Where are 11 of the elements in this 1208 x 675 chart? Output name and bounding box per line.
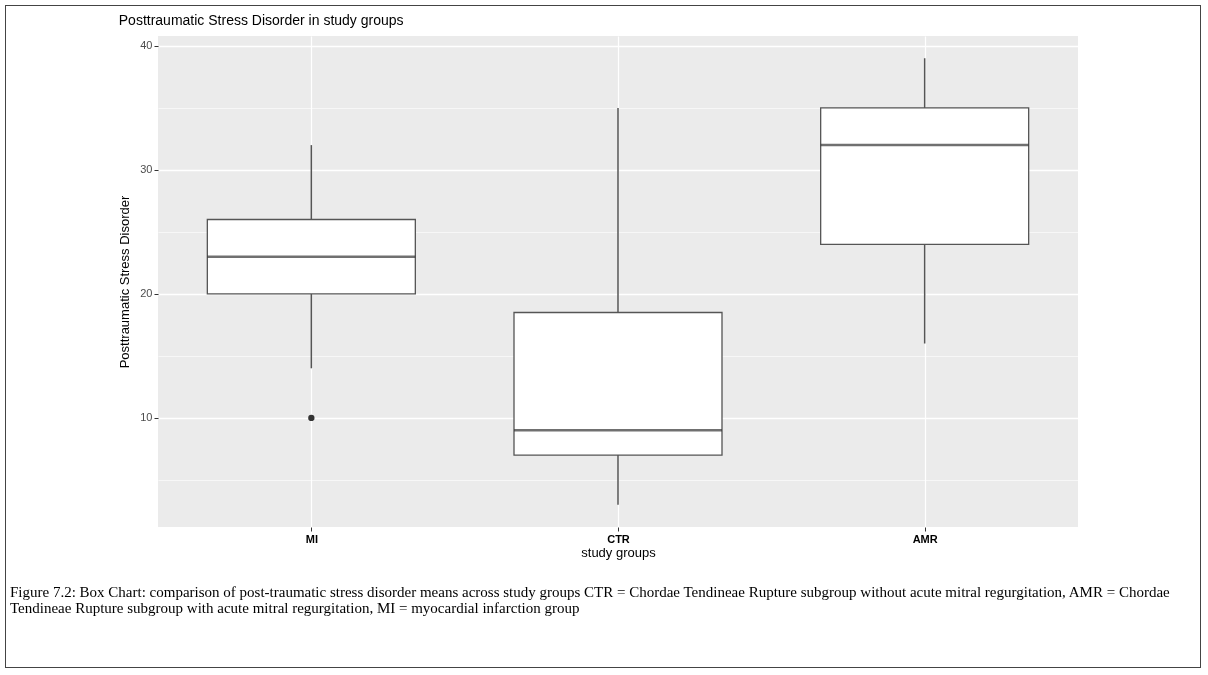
x-tick-label: AMR	[912, 532, 938, 545]
x-tick-label: CTR	[607, 532, 630, 545]
x-axis-title: study groups	[581, 544, 657, 560]
y-axis-title: Posttraumatic Stress Disorder	[117, 195, 133, 369]
x-tick-label: MI	[305, 532, 318, 545]
caption: Figure 7.2: Box Chart: comparison of post-traumatic stress disorder means across study groups CTR = Chordae Tendineae Rupture subgroup without acute mitral regurgitation, AMR = Chordae Tendineae Rupture subgroup with acute mitral regurgitation, MI = myocardial infarction group	[10, 584, 1171, 616]
chart-title: Posttraumatic Stress Disorder in study groups	[118, 12, 404, 28]
y-tick-label: 10	[140, 411, 153, 424]
y-tick-label: 40	[140, 39, 153, 52]
y-tick-label: 30	[140, 163, 153, 176]
y-tick-label: 20	[140, 287, 153, 300]
